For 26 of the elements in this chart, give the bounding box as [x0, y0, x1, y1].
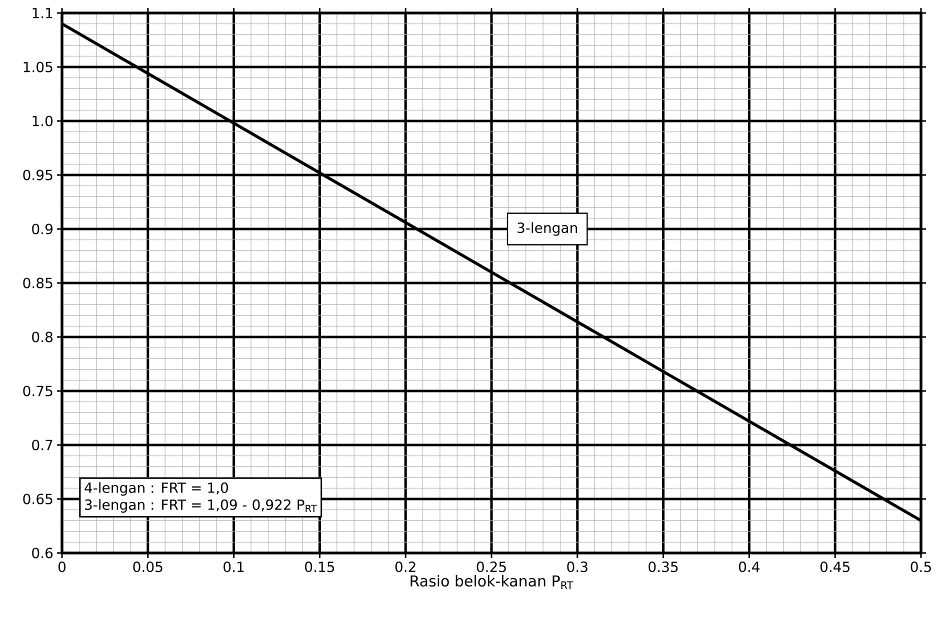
x-tick-label: 0.35 [648, 562, 678, 572]
x-tick-label: 0.25 [476, 562, 506, 572]
x-tick-label: 0.2 [395, 562, 416, 572]
y-tick-label: 1.1 [32, 8, 52, 18]
x-tick-label: 0.05 [133, 562, 162, 572]
x-tick-label: 0.1 [224, 562, 244, 572]
y-tick-label: 0.95 [23, 170, 52, 180]
y-tick-label: 0.65 [23, 494, 52, 504]
x-tick-label: 0 [58, 562, 66, 572]
y-tick-label: 0.75 [23, 386, 52, 396]
x-tick-label: 0.45 [820, 562, 850, 572]
x-tick-label: 0.3 [567, 562, 588, 572]
y-tick-label: 0.7 [32, 440, 52, 450]
y-tick-label: 1.05 [24, 62, 52, 72]
annotation: 3-lengan : FRT = 1,09 - 0,922 P$_{RT}$ [85, 499, 317, 513]
x-tick-label: 0.5 [910, 562, 931, 572]
annotation: 4-lengan : FRT = 1,0 [84, 482, 228, 496]
x-axis-title: Rasio belok-kanan P$_{RT}$ [410, 574, 574, 590]
y-tick-label: 0.9 [32, 224, 52, 234]
y-tick-label: 0.6 [32, 548, 53, 558]
x-tick-label: 0.15 [305, 562, 334, 572]
y-tick-label: 1.0 [32, 116, 53, 126]
y-tick-label: 0.85 [23, 278, 52, 288]
text: 3-lengan [518, 222, 577, 236]
x-tick-label: 0.4 [738, 562, 760, 572]
y-tick-label: 0.8 [32, 332, 53, 342]
